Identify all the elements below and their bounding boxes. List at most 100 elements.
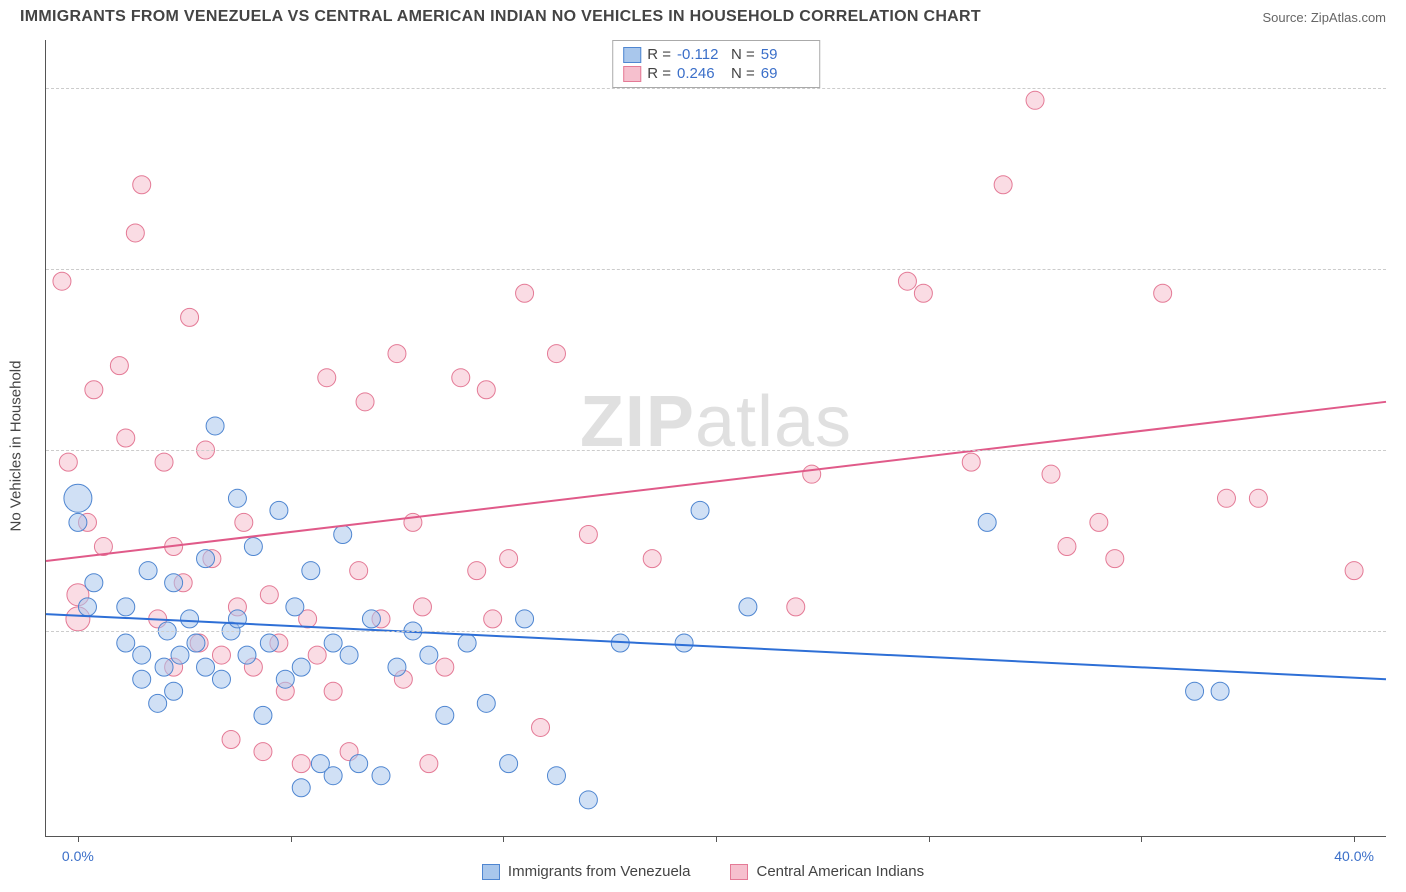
scatter-point bbox=[1249, 489, 1267, 507]
source-label: Source: ZipAtlas.com bbox=[1262, 10, 1386, 25]
r-label: R = bbox=[647, 46, 671, 63]
r-value: 0.246 bbox=[677, 65, 725, 82]
chart-title: IMMIGRANTS FROM VENEZUELA VS CENTRAL AME… bbox=[20, 8, 981, 26]
scatter-point bbox=[212, 670, 230, 688]
scatter-point bbox=[85, 574, 103, 592]
scatter-point bbox=[117, 598, 135, 616]
gridline bbox=[46, 88, 1386, 89]
scatter-point bbox=[420, 646, 438, 664]
scatter-point bbox=[149, 694, 167, 712]
y-tick-label: 15.0% bbox=[1394, 442, 1406, 458]
scatter-point bbox=[53, 272, 71, 290]
scatter-point bbox=[468, 562, 486, 580]
legend-stats-box: R =-0.112N =59R =0.246N =69 bbox=[612, 40, 820, 88]
scatter-point bbox=[222, 731, 240, 749]
legend-stats-row: R =-0.112N =59 bbox=[623, 45, 809, 64]
scatter-point bbox=[165, 574, 183, 592]
scatter-point bbox=[276, 670, 294, 688]
gridline bbox=[46, 450, 1386, 451]
scatter-point bbox=[117, 634, 135, 652]
scatter-point bbox=[212, 646, 230, 664]
legend-label: Immigrants from Venezuela bbox=[508, 863, 691, 880]
scatter-point bbox=[1186, 682, 1204, 700]
scatter-point bbox=[356, 393, 374, 411]
scatter-point bbox=[1217, 489, 1235, 507]
scatter-point bbox=[1058, 538, 1076, 556]
scatter-point bbox=[64, 484, 92, 512]
scatter-point bbox=[516, 284, 534, 302]
scatter-point bbox=[318, 369, 336, 387]
scatter-point bbox=[117, 429, 135, 447]
scatter-point bbox=[155, 453, 173, 471]
scatter-point bbox=[1026, 91, 1044, 109]
scatter-point bbox=[914, 284, 932, 302]
scatter-point bbox=[477, 381, 495, 399]
scatter-point bbox=[78, 598, 96, 616]
scatter-point bbox=[898, 272, 916, 290]
scatter-point bbox=[165, 682, 183, 700]
n-label: N = bbox=[731, 46, 755, 63]
x-tick bbox=[1354, 836, 1355, 842]
scatter-point bbox=[579, 525, 597, 543]
scatter-point bbox=[59, 453, 77, 471]
scatter-point bbox=[1042, 465, 1060, 483]
scatter-point bbox=[197, 658, 215, 676]
scatter-point bbox=[532, 718, 550, 736]
scatter-point bbox=[1211, 682, 1229, 700]
scatter-point bbox=[334, 525, 352, 543]
scatter-point bbox=[197, 550, 215, 568]
scatter-point bbox=[643, 550, 661, 568]
scatter-point bbox=[187, 634, 205, 652]
gridline bbox=[46, 631, 1386, 632]
x-tick-label: 40.0% bbox=[1334, 848, 1374, 864]
legend-swatch bbox=[482, 864, 500, 880]
y-tick-label: 30.0% bbox=[1394, 80, 1406, 96]
scatter-point bbox=[350, 562, 368, 580]
scatter-point bbox=[155, 658, 173, 676]
scatter-point bbox=[739, 598, 757, 616]
scatter-point bbox=[413, 598, 431, 616]
x-tick-label: 0.0% bbox=[62, 848, 94, 864]
scatter-point bbox=[675, 634, 693, 652]
scatter-point bbox=[994, 176, 1012, 194]
scatter-point bbox=[452, 369, 470, 387]
scatter-point bbox=[302, 562, 320, 580]
scatter-point bbox=[206, 417, 224, 435]
x-tick bbox=[503, 836, 504, 842]
scatter-point bbox=[1154, 284, 1172, 302]
legend-swatch bbox=[623, 66, 641, 82]
scatter-point bbox=[324, 634, 342, 652]
x-tick bbox=[1141, 836, 1142, 842]
r-value: -0.112 bbox=[677, 46, 725, 63]
scatter-point bbox=[372, 767, 390, 785]
scatter-point bbox=[579, 791, 597, 809]
scatter-point bbox=[260, 586, 278, 604]
bottom-legend: Immigrants from Venezuela Central America… bbox=[0, 863, 1406, 880]
scatter-point bbox=[1345, 562, 1363, 580]
y-tick-label: 22.5% bbox=[1394, 261, 1406, 277]
trend-line bbox=[46, 402, 1386, 561]
chart-area: ZIPatlas R =-0.112N =59R =0.246N =69 7.5… bbox=[45, 40, 1386, 837]
scatter-point bbox=[691, 501, 709, 519]
scatter-point bbox=[69, 513, 87, 531]
y-tick-label: 7.5% bbox=[1394, 623, 1406, 639]
scatter-point bbox=[477, 694, 495, 712]
scatter-point bbox=[350, 755, 368, 773]
scatter-point bbox=[500, 755, 518, 773]
scatter-point bbox=[270, 501, 288, 519]
scatter-point bbox=[308, 646, 326, 664]
scatter-point bbox=[133, 176, 151, 194]
scatter-point bbox=[340, 646, 358, 664]
scatter-point bbox=[126, 224, 144, 242]
scatter-point bbox=[962, 453, 980, 471]
y-axis-label: No Vehicles in Household bbox=[8, 361, 25, 532]
n-label: N = bbox=[731, 65, 755, 82]
x-tick bbox=[291, 836, 292, 842]
scatter-point bbox=[238, 646, 256, 664]
legend-label: Central American Indians bbox=[756, 863, 924, 880]
scatter-point bbox=[362, 610, 380, 628]
scatter-point bbox=[516, 610, 534, 628]
scatter-point bbox=[228, 610, 246, 628]
scatter-point bbox=[547, 767, 565, 785]
scatter-point bbox=[254, 743, 272, 761]
